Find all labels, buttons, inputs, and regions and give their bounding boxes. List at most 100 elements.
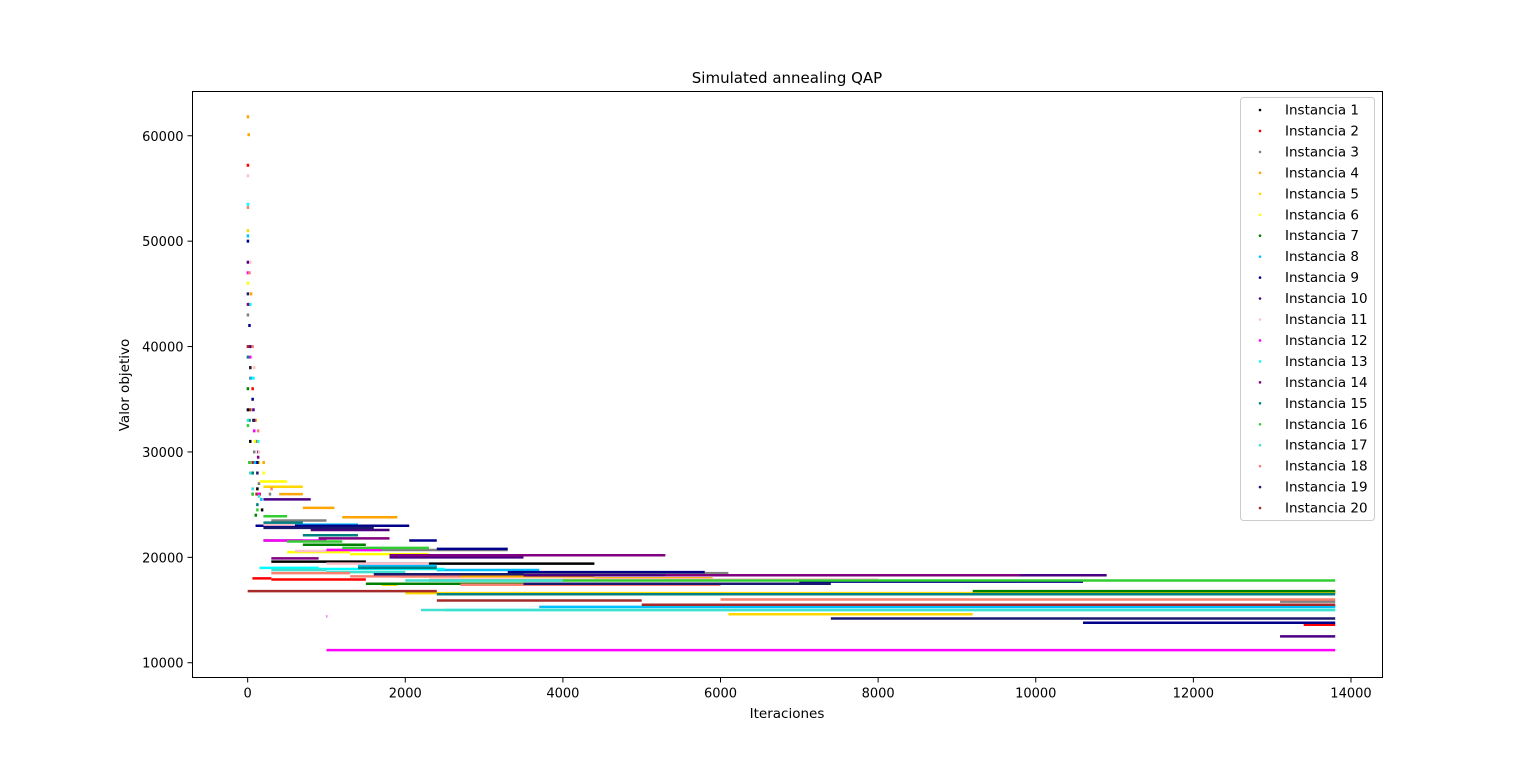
legend: Instancia 1 Instancia 2 Instancia 3 Instanc… xyxy=(1240,97,1375,521)
series-6 xyxy=(246,281,548,557)
legend-marker xyxy=(1258,255,1262,258)
x-tick-label: 8000 xyxy=(862,687,895,702)
data-point xyxy=(256,487,259,491)
legend-marker xyxy=(1258,297,1262,300)
legend-label: Instancia 18 xyxy=(1285,459,1368,475)
data-point xyxy=(247,133,250,137)
data-point xyxy=(257,482,261,486)
data-point xyxy=(246,345,250,349)
legend-label: Instancia 11 xyxy=(1285,312,1368,328)
data-point xyxy=(249,302,252,306)
legend-marker xyxy=(1258,443,1262,447)
data-point xyxy=(256,455,260,459)
data-point xyxy=(246,292,250,296)
x-tick-label: 10000 xyxy=(1015,687,1056,702)
legend-marker xyxy=(1258,464,1262,468)
data-point xyxy=(246,205,250,209)
data-point xyxy=(252,450,256,454)
data-point xyxy=(246,163,250,167)
data-point xyxy=(270,487,273,491)
legend-label: Instancia 6 xyxy=(1285,207,1359,223)
data-point xyxy=(257,460,261,464)
data-point xyxy=(246,115,250,119)
legend-label: Instancia 13 xyxy=(1285,354,1368,370)
x-axis-label: Iteraciones xyxy=(750,706,825,722)
data-point xyxy=(246,302,250,306)
legend-label: Instancia 19 xyxy=(1285,480,1368,496)
data-point xyxy=(246,424,250,428)
data-point xyxy=(246,387,250,391)
legend-marker xyxy=(1258,213,1262,217)
x-tick-label: 4000 xyxy=(546,687,579,702)
x-tick-label: 2000 xyxy=(389,687,422,702)
data-point xyxy=(249,292,253,296)
legend-marker xyxy=(1258,422,1262,426)
legend-marker xyxy=(1258,150,1262,154)
data-point xyxy=(246,239,250,243)
y-tick-label: 10000 xyxy=(142,657,183,672)
legend-label: Instancia 14 xyxy=(1285,375,1368,391)
legend-frame xyxy=(1240,97,1375,521)
data-point xyxy=(249,376,253,380)
data-point xyxy=(253,460,257,464)
data-point xyxy=(246,355,250,359)
data-point xyxy=(246,260,250,264)
y-tick-label: 60000 xyxy=(142,130,183,145)
series-11 xyxy=(246,174,879,581)
legend-marker xyxy=(1258,108,1262,112)
data-point xyxy=(246,234,250,238)
legend-label: Instancia 12 xyxy=(1285,333,1368,349)
data-point xyxy=(252,408,255,412)
data-point xyxy=(248,418,251,422)
data-point xyxy=(251,460,254,464)
data-point xyxy=(252,366,256,370)
plot-frame xyxy=(192,91,1383,678)
x-axis: 0 2000 4000 6000 8000 10000 12000 14000 xyxy=(244,677,1372,702)
legend-marker xyxy=(1258,318,1262,321)
data-point xyxy=(254,418,258,422)
y-tick-label: 30000 xyxy=(142,446,183,461)
series-20 xyxy=(246,345,1336,607)
data-point xyxy=(251,345,254,349)
data-point xyxy=(251,487,254,491)
x-tick-label: 0 xyxy=(244,687,252,702)
chart-title: Simulated annealing QAP xyxy=(692,69,882,87)
legend-label: Instancia 15 xyxy=(1285,396,1368,412)
chart-marks xyxy=(246,115,1336,652)
legend-label: Instancia 3 xyxy=(1285,144,1359,160)
data-point xyxy=(251,397,254,401)
legend-label: Instancia 5 xyxy=(1285,186,1359,202)
data-point xyxy=(246,202,250,206)
data-point xyxy=(262,460,265,464)
x-tick-label: 14000 xyxy=(1330,687,1371,702)
data-point xyxy=(268,492,272,496)
data-point xyxy=(246,271,250,275)
series-19 xyxy=(246,292,1336,620)
data-point xyxy=(249,355,252,359)
x-tick-label: 6000 xyxy=(704,687,737,702)
legend-marker xyxy=(1258,381,1262,384)
data-point xyxy=(249,471,252,475)
series-16 xyxy=(246,424,1336,582)
data-point xyxy=(249,366,252,370)
data-point xyxy=(260,508,264,512)
data-point xyxy=(246,408,250,412)
legend-marker xyxy=(1258,402,1262,405)
data-point xyxy=(249,408,252,412)
data-point xyxy=(260,497,263,501)
data-point xyxy=(255,492,258,496)
legend-label: Instancia 10 xyxy=(1285,291,1368,307)
data-point xyxy=(256,503,259,507)
data-point xyxy=(251,492,254,496)
data-point xyxy=(248,271,251,275)
series-15 xyxy=(246,355,1336,596)
y-tick-label: 40000 xyxy=(142,341,183,356)
legend-marker xyxy=(1258,360,1262,363)
legend-marker xyxy=(1258,485,1262,489)
series-4 xyxy=(246,115,713,580)
data-point xyxy=(248,323,251,327)
data-point xyxy=(252,429,256,433)
data-point xyxy=(251,471,254,475)
legend-label: Instancia 9 xyxy=(1285,270,1359,286)
